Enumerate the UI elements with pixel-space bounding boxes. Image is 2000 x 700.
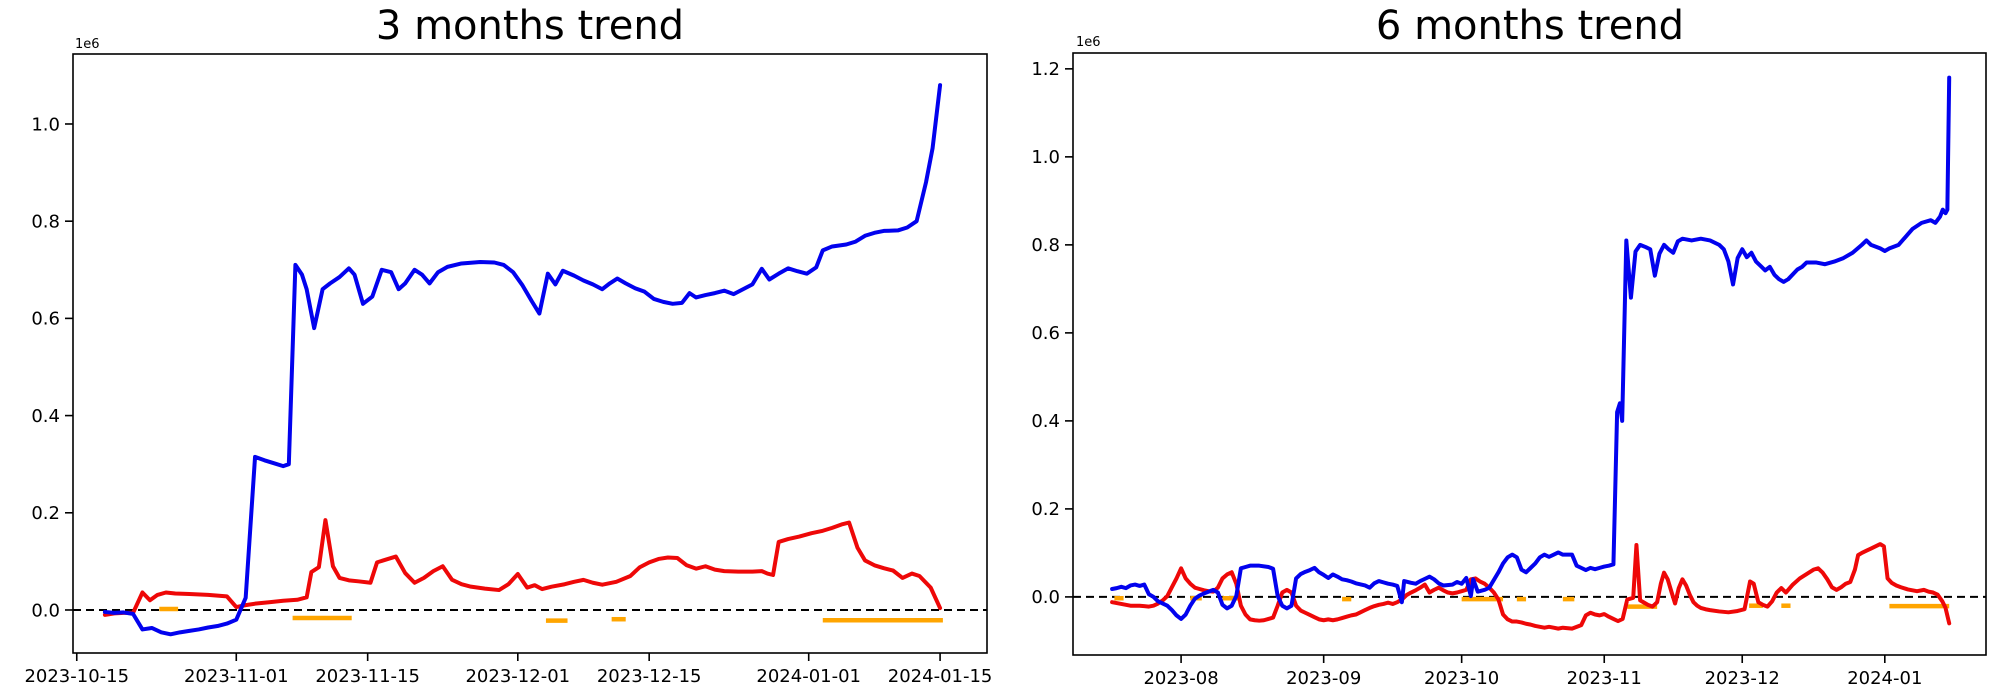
chart-title-6-months: 6 months trend — [1376, 3, 1684, 49]
series-red-line — [102, 518, 943, 617]
y-tick-label: 0.2 — [1031, 499, 1060, 520]
chart-3-months-trend: 3 months trend 1e6 0.0 0.2 0.4 0.6 0.8 1.0 202… — [24, 3, 992, 687]
x-tick-label: 2023-12 — [1705, 668, 1780, 689]
series-red-line — [1110, 542, 1952, 631]
y-axis-offset-3m: 1e6 — [75, 37, 100, 52]
axes-frame — [72, 53, 988, 654]
y-axis-offset-6m: 1e6 — [1076, 35, 1101, 50]
x-tick-label: 2023-11 — [1567, 668, 1642, 689]
x-tick-label: 2023-10 — [1424, 668, 1499, 689]
plot-area-3m: 0.0 0.2 0.4 0.6 0.8 1.0 2023-10-15 2023-11-01 20… — [24, 53, 993, 687]
y-tick-label: 0.4 — [31, 406, 60, 427]
x-tick-label: 2023-08 — [1143, 668, 1218, 689]
x-tick-label: 2024-01-01 — [756, 666, 861, 687]
x-tick-label: 2023-12-15 — [597, 666, 702, 687]
series-blue-line — [1110, 75, 1952, 621]
x-tick-label: 2023-11-01 — [184, 666, 289, 687]
y-tick-label: 0.4 — [1031, 411, 1060, 432]
y-tick-label: 0.8 — [31, 211, 60, 232]
chart-6-months-trend: 6 months trend 1e6 0.0 0.2 0.4 0.6 0.8 1.0 1.2… — [1031, 3, 1987, 689]
y-tick-label: 1.2 — [1031, 59, 1060, 80]
x-tick-label: 2024-01-15 — [888, 666, 993, 687]
x-tick-label: 2023-12-01 — [465, 666, 570, 687]
series-blue-line — [102, 83, 943, 637]
y-tick-label: 0.6 — [31, 309, 60, 330]
x-tick-label: 2023-10-15 — [24, 666, 129, 687]
y-tick-label: 0.0 — [1031, 587, 1060, 608]
x-tick-label: 2024-01 — [1847, 668, 1922, 689]
y-tick-label: 1.0 — [31, 114, 60, 135]
y-tick-label: 0.2 — [31, 503, 60, 524]
x-tick-label: 2023-09 — [1286, 668, 1361, 689]
chart-title-3-months: 3 months trend — [376, 3, 684, 49]
plot-area-6m: 0.0 0.2 0.4 0.6 0.8 1.0 1.2 2023-08 2023-09 2023-… — [1031, 52, 1987, 689]
y-tick-label: 1.0 — [1031, 147, 1060, 168]
y-tick-label: 0.8 — [1031, 235, 1060, 256]
x-tick-label: 2023-11-15 — [315, 666, 420, 687]
axes-frame — [1072, 52, 1987, 656]
y-tick-label: 0.6 — [1031, 323, 1060, 344]
y-tick-label: 0.0 — [31, 600, 60, 621]
